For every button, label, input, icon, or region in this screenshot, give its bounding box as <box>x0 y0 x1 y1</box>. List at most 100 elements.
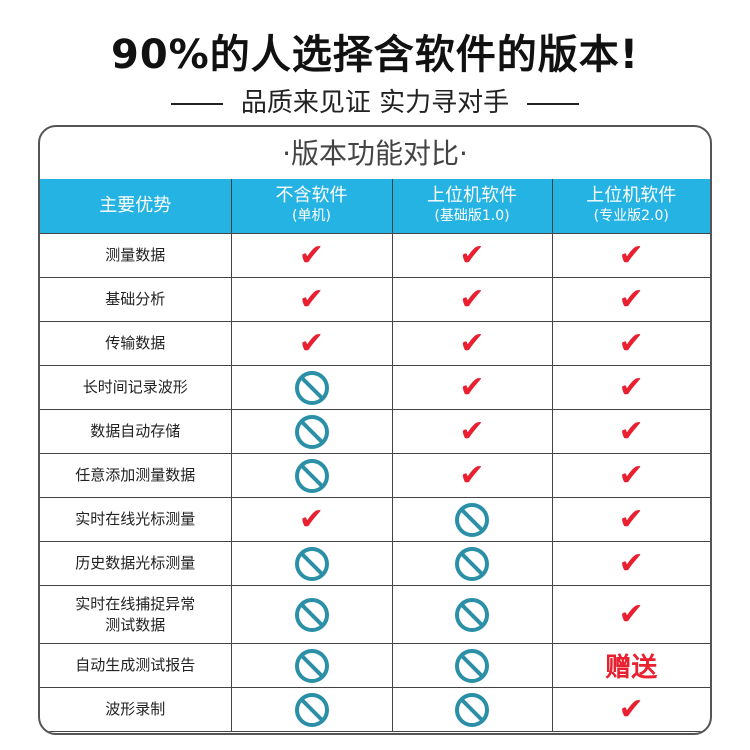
check-icon: ✔ <box>459 457 485 493</box>
column-subtitle: (专业版2.0) <box>593 208 669 224</box>
check-icon: ✔ <box>618 413 644 449</box>
feature-cell <box>391 541 553 586</box>
check-icon: ✔ <box>618 325 644 361</box>
feature-cell <box>230 585 393 644</box>
column-title: 上位机软件 <box>586 185 677 206</box>
table-row: 历史数据光标测量 ✔ <box>40 541 710 586</box>
table-row: 数据自动存储 ✔ ✔ <box>40 409 710 454</box>
feature-cell <box>391 585 553 644</box>
table-row: 基础分析 ✔ ✔ ✔ <box>40 277 710 322</box>
column-header: 不含软件 (单机) <box>230 179 393 234</box>
divider <box>170 102 223 105</box>
feature-cell <box>391 687 553 732</box>
table-row: 长时间记录波形 ✔ ✔ <box>40 365 710 410</box>
check-icon: ✔ <box>459 237 485 273</box>
feature-cell: ✔ <box>551 453 710 498</box>
column-title: 主要优势 <box>99 195 172 216</box>
feature-cell <box>230 643 393 688</box>
check-icon: ✔ <box>618 457 644 493</box>
check-icon: ✔ <box>459 369 485 405</box>
column-header: 上位机软件 (专业版2.0) <box>551 179 710 234</box>
headline: 90%的人选择含软件的版本! <box>111 32 639 78</box>
column-subtitle: (单机) <box>292 208 331 224</box>
feature-label: 自动生成测试报告 <box>40 643 232 688</box>
feature-cell: ✔ <box>551 277 710 322</box>
check-icon: ✔ <box>298 501 325 537</box>
check-icon: ✔ <box>459 413 485 449</box>
feature-label: 任意添加测量数据 <box>40 453 232 498</box>
feature-cell: ✔ <box>551 541 710 586</box>
check-icon: ✔ <box>618 545 644 581</box>
check-icon: ✔ <box>618 369 644 405</box>
feature-cell: ✔ <box>230 497 393 542</box>
prohibited-icon <box>294 692 329 727</box>
table-row: 任意添加测量数据 ✔ ✔ <box>40 453 710 498</box>
prohibited-icon <box>455 597 489 632</box>
feature-label: 数据自动存储 <box>40 409 232 454</box>
check-icon: ✔ <box>618 596 644 632</box>
feature-cell: 赠送 <box>551 643 710 688</box>
subheadline-text: 品质来见证 实力寻对手 <box>240 88 510 118</box>
check-icon: ✔ <box>459 325 485 361</box>
feature-label: 波形录制 <box>40 687 232 732</box>
check-icon: ✔ <box>618 691 644 727</box>
column-title: 不含软件 <box>275 185 348 206</box>
table-row: 测量数据 ✔ ✔ ✔ <box>40 233 710 278</box>
prohibited-icon <box>294 414 329 449</box>
feature-cell: ✔ <box>230 321 393 366</box>
prohibited-icon <box>455 502 489 537</box>
feature-cell: ✔ <box>551 497 710 542</box>
feature-cell: ✔ <box>551 687 710 732</box>
feature-cell: ✔ <box>391 453 553 498</box>
prohibited-icon <box>294 370 329 405</box>
column-header: 主要优势 <box>40 179 232 234</box>
subheadline: 品质来见证 实力寻对手 <box>0 82 750 119</box>
feature-cell <box>230 409 393 454</box>
feature-cell: ✔ <box>551 321 710 366</box>
prohibited-icon <box>455 692 489 727</box>
feature-cell <box>230 453 393 498</box>
check-icon: ✔ <box>459 281 485 317</box>
feature-cell: ✔ <box>391 233 553 278</box>
prohibited-icon <box>455 648 489 683</box>
check-icon: ✔ <box>298 325 325 361</box>
feature-cell: ✔ <box>551 233 710 278</box>
check-icon: ✔ <box>298 281 325 317</box>
prohibited-icon <box>294 458 329 493</box>
feature-label: 实时在线捕捉异常 测试数据 <box>40 585 232 644</box>
feature-label: 实时在线光标测量 <box>40 497 232 542</box>
feature-cell: ✔ <box>391 321 553 366</box>
feature-label: 传输数据 <box>40 321 232 366</box>
column-subtitle: (基础版1.0) <box>434 208 510 224</box>
feature-label: 历史数据光标测量 <box>40 541 232 586</box>
prohibited-icon <box>294 648 329 683</box>
prohibited-icon <box>455 546 489 581</box>
table-row: 传输数据 ✔ ✔ ✔ <box>40 321 710 366</box>
divider <box>527 102 580 105</box>
feature-cell: ✔ <box>551 365 710 410</box>
feature-cell <box>230 687 393 732</box>
prohibited-icon <box>294 597 329 632</box>
feature-label: 长时间记录波形 <box>40 365 232 410</box>
feature-cell <box>391 497 553 542</box>
check-icon: ✔ <box>298 237 325 273</box>
feature-cell <box>391 643 553 688</box>
column-header: 上位机软件 (基础版1.0) <box>391 179 553 234</box>
feature-cell: ✔ <box>391 409 553 454</box>
check-icon: ✔ <box>618 281 644 317</box>
table-row: 实时在线捕捉异常 测试数据 ✔ <box>40 585 710 644</box>
prohibited-icon <box>294 546 329 581</box>
check-icon: ✔ <box>618 237 644 273</box>
feature-cell: ✔ <box>391 277 553 322</box>
feature-label: 基础分析 <box>40 277 232 322</box>
feature-cell: ✔ <box>230 277 393 322</box>
feature-cell <box>230 365 393 410</box>
feature-cell: ✔ <box>230 233 393 278</box>
feature-label: 测量数据 <box>40 233 232 278</box>
feature-cell: ✔ <box>551 585 710 644</box>
feature-cell: ✔ <box>551 409 710 454</box>
table-row: 波形录制 ✔ <box>40 687 710 732</box>
comparison-panel: ·版本功能对比· 主要优势 不含软件 (单机) 上位机软件 (基础版1.0) 上位机软件 (… <box>38 125 712 735</box>
feature-cell <box>230 541 393 586</box>
comparison-table: 主要优势 不含软件 (单机) 上位机软件 (基础版1.0) 上位机软件 (专业版2.0) 测… <box>40 179 710 732</box>
